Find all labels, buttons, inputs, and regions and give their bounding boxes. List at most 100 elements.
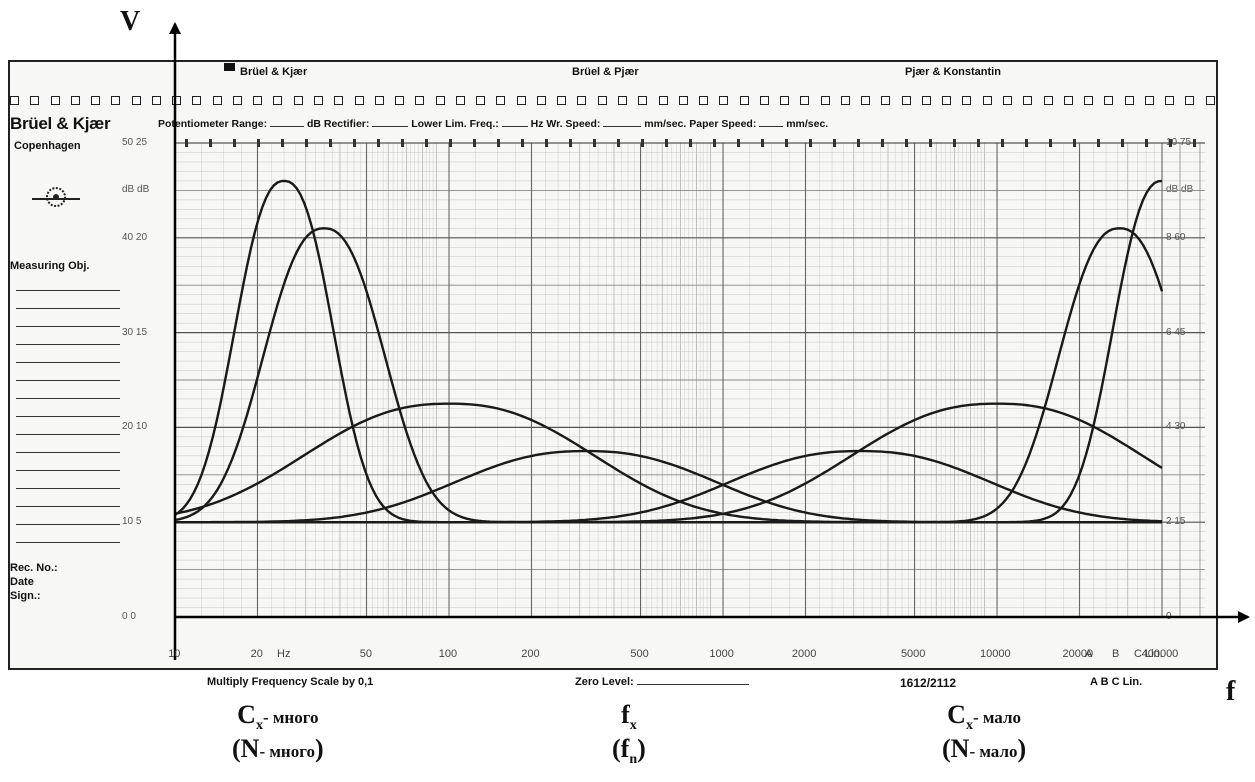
left-scale-label: 10 5 <box>122 516 142 528</box>
field-potentiometer: Potentiometer Range: <box>158 118 268 130</box>
curves-group <box>174 179 1164 524</box>
sprocket-hole <box>557 96 567 105</box>
margin-write-line <box>16 398 120 399</box>
tick-mark <box>401 139 404 147</box>
tick-mark <box>881 139 884 147</box>
sprocket-hole <box>253 96 263 105</box>
x-tick-label: 5000 <box>900 648 926 660</box>
tick-mark <box>1193 139 1196 147</box>
sprocket-hole <box>759 96 769 105</box>
rec-no-label: Rec. No.: <box>10 562 58 574</box>
sprocket-hole <box>881 96 891 105</box>
sprocket-hole <box>1043 96 1053 105</box>
marker-square <box>224 63 235 71</box>
x-unit-label: Hz <box>277 648 291 660</box>
sprocket-hole <box>617 96 627 105</box>
margin-write-line <box>16 290 120 291</box>
sprocket-hole <box>800 96 810 105</box>
header-left: Brüel & Kjær <box>240 66 308 78</box>
sprocket-hole <box>577 96 587 105</box>
tick-mark <box>1145 139 1148 147</box>
left-scale-label: 30 15 <box>122 326 148 338</box>
header-center: Brüel & Pjær <box>572 66 639 78</box>
field-db: dB <box>306 118 321 130</box>
margin-write-line <box>16 452 120 453</box>
sign-label: Sign.: <box>10 590 41 602</box>
caption-mid-sub: x <box>629 718 637 734</box>
tick-mark <box>1121 139 1124 147</box>
tick-mark <box>473 139 476 147</box>
sprocket-hole <box>1205 96 1215 105</box>
zero-level-text: Zero Level: <box>575 676 634 688</box>
sprocket-hole <box>658 96 668 105</box>
brand-emblem-icon <box>32 187 80 207</box>
caption-right-n-word: - мало <box>969 742 1018 762</box>
tick-mark <box>305 139 308 147</box>
sprocket-hole <box>354 96 364 105</box>
sprocket-hole <box>435 96 445 105</box>
tick-mark <box>449 139 452 147</box>
sprocket-hole <box>739 96 749 105</box>
tick-mark <box>233 139 236 147</box>
date-label: Date <box>10 576 34 588</box>
tick-mark <box>257 139 260 147</box>
top-tick-marks <box>185 139 1196 147</box>
multiply-value: 0,1 <box>358 676 374 688</box>
sprocket-hole <box>780 96 790 105</box>
x-tick-label: 50 <box>359 648 372 660</box>
field-lower-lim: Lower Lim. Freq.: <box>411 118 499 130</box>
sprocket-hole <box>861 96 871 105</box>
field-paper-speed: Paper Speed: <box>689 118 757 130</box>
city-label: Copenhagen <box>14 140 81 152</box>
caption-right: Cx- мало (N- мало) <box>942 700 1026 764</box>
sprocket-hole <box>313 96 323 105</box>
sprocket-hole <box>1144 96 1154 105</box>
sprocket-hole <box>455 96 465 105</box>
caption-right-word: - мало <box>972 708 1021 727</box>
margin-write-line <box>16 506 120 507</box>
chart-code: 1612/2112 <box>900 676 957 690</box>
caption-left-word: - много <box>262 708 319 727</box>
sprocket-hole <box>1063 96 1073 105</box>
caption-right-sub: x <box>965 718 973 734</box>
left-scale-label: 50 25 <box>122 137 148 148</box>
sprocket-hole <box>840 96 850 105</box>
tick-mark <box>953 139 956 147</box>
x-tick-label: 10 <box>168 648 181 660</box>
x-tick-label: 20000 <box>1062 648 1094 660</box>
sprocket-hole <box>1165 96 1175 105</box>
caption-left-sub: x <box>255 718 263 734</box>
left-scale-label: 40 20 <box>122 231 148 243</box>
sprocket-hole <box>638 96 648 105</box>
sprocket-hole <box>597 96 607 105</box>
sprocket-hole <box>1124 96 1134 105</box>
caption-left-n: (N <box>232 734 260 764</box>
sprocket-hole <box>719 96 729 105</box>
margin-write-line <box>16 362 120 363</box>
tick-mark <box>761 139 764 147</box>
margin-write-line <box>16 470 120 471</box>
sprocket-hole <box>395 96 405 105</box>
sprocket-hole <box>496 96 506 105</box>
margin-write-line <box>16 488 120 489</box>
tick-mark <box>689 139 692 147</box>
sprocket-hole <box>131 96 141 105</box>
sprocket-hole <box>921 96 931 105</box>
tick-mark <box>833 139 836 147</box>
caption-right-close: ) <box>1017 734 1027 764</box>
field-mm-sec-2: mm/sec. <box>786 118 829 130</box>
sprocket-hole <box>1023 96 1033 105</box>
x-axis-letter: f <box>1226 676 1236 707</box>
left-scale-label: dB dB <box>122 184 150 196</box>
sprocket-hole <box>962 96 972 105</box>
sprocket-hole <box>516 96 526 105</box>
sprocket-hole <box>536 96 546 105</box>
caption-right-n: (N <box>942 734 970 764</box>
tick-mark <box>1001 139 1004 147</box>
caption-right-c: C <box>947 700 966 729</box>
margin-write-line <box>16 416 120 417</box>
header-right: Pjær & Konstantin <box>905 66 1001 78</box>
sprocket-hole <box>374 96 384 105</box>
sprocket-hole <box>678 96 688 105</box>
